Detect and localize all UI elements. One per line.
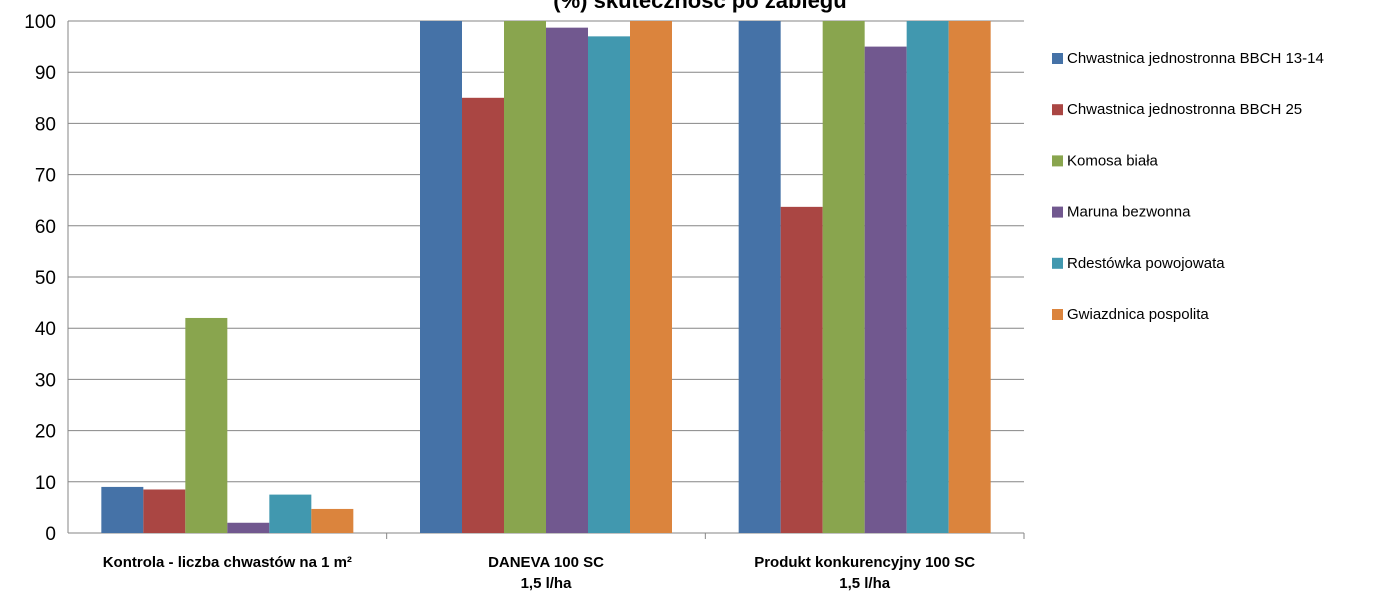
bar (864, 46, 907, 533)
legend-swatch (1052, 104, 1063, 116)
bar (462, 97, 504, 534)
x-tick-label: 1,5 l/ha (521, 575, 573, 592)
y-tick-label: 90 (35, 63, 56, 84)
bar (588, 36, 630, 534)
legend: Chwastnica jednostronna BBCH 13-14 Chwast… (1052, 50, 1324, 323)
x-tick-label: DANEVA 100 SC (488, 554, 604, 571)
bars (101, 21, 991, 534)
bar (269, 494, 312, 533)
bar (948, 21, 991, 533)
legend-label: Chwastnica jednostronna BBCH 13-14 (1067, 50, 1324, 67)
bar (504, 21, 546, 533)
bar (185, 317, 228, 533)
legend-swatch (1052, 155, 1063, 167)
legend-swatch (1052, 206, 1063, 218)
x-tick-label: Produkt konkurencyjny 100 SC (754, 554, 975, 571)
bar (143, 489, 186, 533)
y-tick-label: 60 (35, 217, 56, 238)
legend-label: Chwastnica jednostronna BBCH 25 (1067, 101, 1302, 118)
legend-swatch (1052, 53, 1063, 64)
bar (101, 486, 144, 533)
chart-title: (%) skuteczność po zabiegu (553, 0, 846, 13)
legend-label: Maruna bezwonna (1067, 204, 1191, 221)
legend-label: Komosa biała (1067, 152, 1159, 169)
legend-swatch (1052, 257, 1063, 269)
y-tick-label: 80 (35, 114, 56, 135)
bar (311, 508, 354, 533)
bar (906, 21, 949, 533)
x-tick-label: 1,5 l/ha (839, 575, 891, 592)
bar (227, 522, 270, 533)
bar (420, 21, 462, 533)
legend-label: Gwiazdnica pospolita (1067, 306, 1209, 323)
y-tick-label: 70 (35, 166, 56, 187)
y-tick-label: 30 (35, 370, 56, 391)
legend-swatch (1052, 309, 1063, 320)
y-tick-label: 0 (45, 524, 56, 545)
bar (546, 27, 588, 533)
y-tick-label: 100 (24, 12, 56, 33)
y-tick-label: 40 (35, 319, 56, 340)
x-tick-label: Kontrola - liczba chwastów na 1 m² (103, 554, 352, 571)
y-axis: 0 10 20 30 40 50 60 70 80 90 100 (24, 12, 1025, 545)
legend-label: Rdestówka powojowata (1067, 255, 1225, 272)
bar (630, 21, 672, 533)
bar (780, 206, 823, 533)
y-tick-label: 10 (35, 473, 56, 494)
x-axis: Kontrola - liczba chwastów na 1 m² DANEVA… (103, 554, 976, 592)
bar (738, 21, 781, 533)
y-tick-label: 20 (35, 422, 56, 443)
bar (822, 21, 865, 533)
y-tick-label: 50 (35, 268, 56, 289)
